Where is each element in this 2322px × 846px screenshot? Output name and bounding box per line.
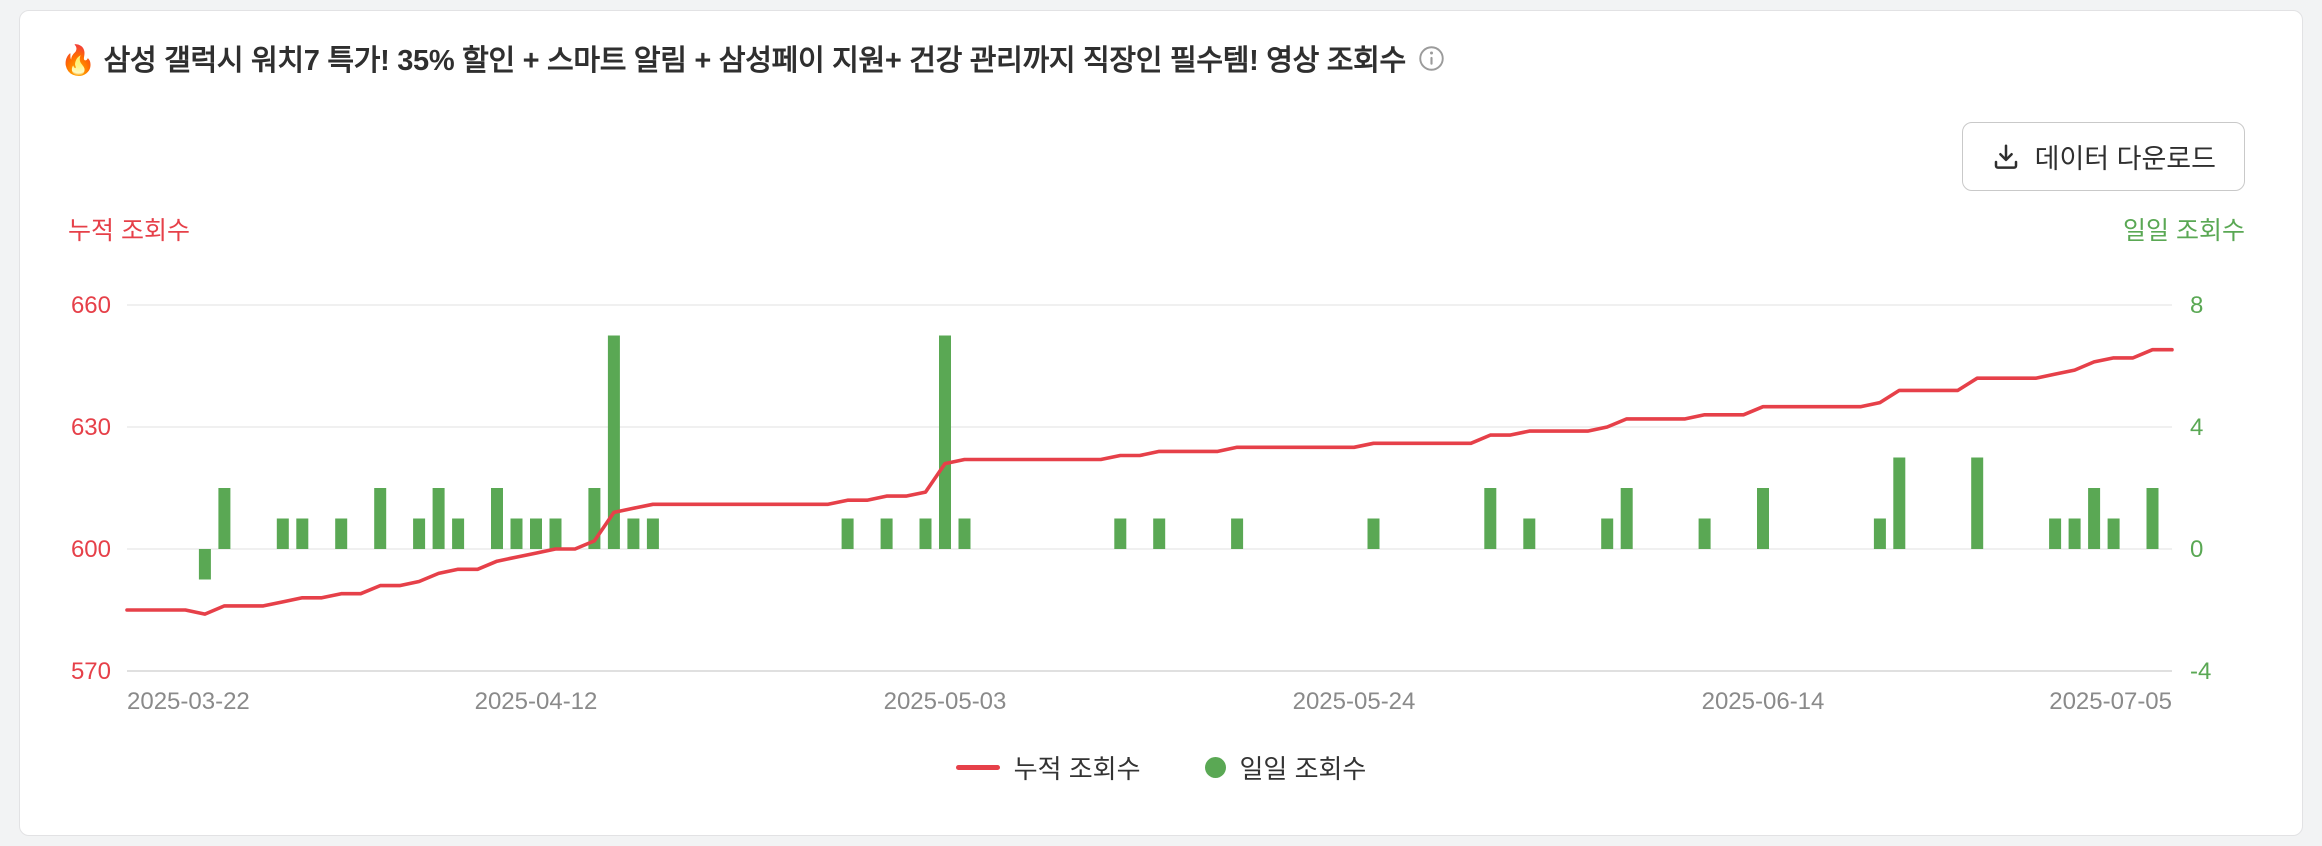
legend: 누적 조회수 일일 조회수 <box>20 749 2302 786</box>
title-row: 🔥 삼성 갤럭시 워치7 특가! 35% 할인 + 스마트 알림 + 삼성페이 … <box>60 37 1445 79</box>
daily-series-swatch <box>1204 757 1226 778</box>
page-title: 🔥 삼성 갤럭시 워치7 특가! 35% 할인 + 스마트 알림 + 삼성페이 … <box>60 45 1406 77</box>
download-data-button[interactable]: 데이터 다운로드 <box>1961 122 2245 191</box>
download-button-label: 데이터 다운로드 <box>2034 144 2216 174</box>
svg-text:2025-04-12: 2025-04-12 <box>475 688 598 715</box>
svg-text:600: 600 <box>71 536 111 563</box>
svg-text:2025-05-03: 2025-05-03 <box>884 688 1007 715</box>
svg-text:2025-07-05: 2025-07-05 <box>2049 688 2172 715</box>
chart-canvas[interactable]: 570 -4 600 0 630 4 660 8 2025-03-22 2025-04-12 202… <box>20 11 2304 837</box>
svg-text:-4: -4 <box>2190 658 2211 685</box>
svg-text:660: 660 <box>71 292 111 319</box>
svg-text:630: 630 <box>71 414 111 441</box>
svg-text:8: 8 <box>2190 292 2203 319</box>
svg-text:0: 0 <box>2190 536 2203 563</box>
legend-item-cumulative[interactable]: 누적 조회수 <box>955 749 1141 786</box>
cumulative-series-swatch <box>955 765 1000 770</box>
chart-card: 🔥 삼성 갤럭시 워치7 특가! 35% 할인 + 스마트 알림 + 삼성페이 … <box>19 10 2303 836</box>
svg-text:2025-03-22: 2025-03-22 <box>127 688 250 715</box>
svg-text:2025-06-14: 2025-06-14 <box>1702 688 1825 715</box>
legend-label-daily: 일일 조회수 <box>1239 754 1367 784</box>
svg-text:570: 570 <box>71 658 111 685</box>
right-axis-title: 일일 조회수 <box>2123 217 2245 245</box>
info-icon[interactable] <box>1418 45 1445 72</box>
legend-item-daily[interactable]: 일일 조회수 <box>1204 749 1367 786</box>
legend-label-cumulative: 누적 조회수 <box>1013 754 1141 784</box>
axis-titles: 누적 조회수 일일 조회수 <box>68 211 2245 247</box>
left-axis-title: 누적 조회수 <box>68 217 190 245</box>
svg-text:4: 4 <box>2190 414 2203 441</box>
svg-text:2025-05-24: 2025-05-24 <box>1293 688 1416 715</box>
download-icon <box>1991 142 2021 172</box>
